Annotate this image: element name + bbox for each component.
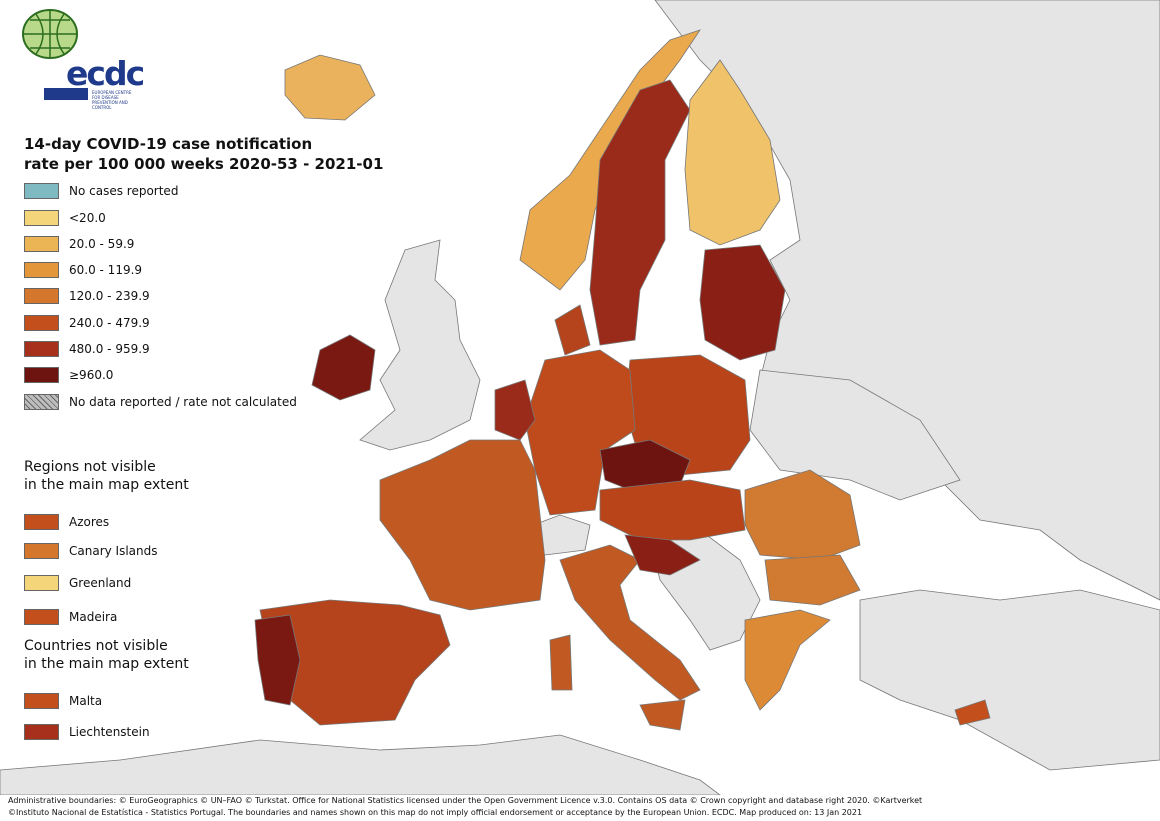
europe-map bbox=[0, 0, 1160, 795]
country-label: Malta bbox=[69, 694, 103, 708]
ecdc-logo: ecdc EUROPEAN CENTRE FOR DISEASE PREVENT… bbox=[20, 6, 145, 110]
austria-hungary-slovakia bbox=[599, 479, 746, 541]
regions-title-line1: Regions not visible bbox=[24, 459, 156, 475]
legend-class-swatch bbox=[24, 183, 59, 199]
ireland bbox=[311, 334, 376, 401]
legend-class-swatch bbox=[24, 394, 59, 410]
region-swatch bbox=[24, 575, 59, 591]
regions-title-line2: in the main map extent bbox=[24, 477, 189, 493]
legend-class-swatch bbox=[24, 341, 59, 357]
legend-class-label: 240.0 - 479.9 bbox=[69, 316, 150, 330]
france bbox=[379, 439, 546, 611]
country-label: Liechtenstein bbox=[69, 725, 150, 739]
legend-class-swatch bbox=[24, 367, 59, 383]
region-label: Madeira bbox=[69, 610, 118, 624]
sicily bbox=[639, 699, 686, 731]
turkey-region bbox=[859, 589, 1160, 771]
footer-credits: Administrative boundaries: © EuroGeograp… bbox=[8, 795, 1158, 819]
cyprus bbox=[954, 699, 991, 726]
legend-class-label: 480.0 - 959.9 bbox=[69, 342, 150, 356]
romania bbox=[744, 469, 861, 561]
greece bbox=[744, 609, 831, 711]
portugal bbox=[254, 614, 301, 706]
legend-class-label: No data reported / rate not calculated bbox=[69, 395, 297, 409]
legend-class-label: No cases reported bbox=[69, 184, 179, 198]
region-swatch bbox=[24, 543, 59, 559]
iceland bbox=[284, 54, 376, 121]
footer-line2: ©Instituto Nacional de Estatística - Sta… bbox=[8, 808, 863, 817]
benelux bbox=[494, 379, 536, 441]
legend-class-swatch bbox=[24, 236, 59, 252]
countries-title-line2: in the main map extent bbox=[24, 656, 189, 672]
north-africa-region bbox=[0, 734, 721, 795]
legend-class-label: ≥960.0 bbox=[69, 368, 114, 382]
germany bbox=[524, 349, 636, 516]
footer-line1: Administrative boundaries: © EuroGeograp… bbox=[8, 796, 923, 805]
legend-class-swatch bbox=[24, 315, 59, 331]
globe-icon bbox=[22, 9, 78, 59]
denmark bbox=[554, 304, 591, 356]
legend-class-swatch bbox=[24, 262, 59, 278]
logo-wordmark: ecdc bbox=[66, 54, 145, 93]
baltics bbox=[699, 244, 786, 361]
slovenia-croatia bbox=[624, 534, 701, 576]
legend-title: 14-day COVID-19 case notification rate p… bbox=[24, 134, 404, 174]
eu-flag-icon bbox=[44, 88, 88, 100]
regions-section-title: Regions not visible in the main map exte… bbox=[24, 458, 264, 494]
legend-title-line1: 14-day COVID-19 case notification bbox=[24, 135, 313, 153]
finland bbox=[684, 59, 781, 246]
region-label: Canary Islands bbox=[69, 544, 158, 558]
logo-subtitle: EUROPEAN CENTRE FOR DISEASE PREVENTION A… bbox=[92, 90, 132, 110]
legend-class-swatch bbox=[24, 288, 59, 304]
legend-class-label: <20.0 bbox=[69, 211, 106, 225]
legend-class-label: 120.0 - 239.9 bbox=[69, 289, 150, 303]
sweden bbox=[589, 79, 691, 346]
countries-title-line1: Countries not visible bbox=[24, 638, 168, 654]
united-kingdom bbox=[359, 239, 481, 451]
region-swatch bbox=[24, 514, 59, 530]
country-swatch bbox=[24, 724, 59, 740]
bulgaria bbox=[764, 554, 861, 606]
country-swatch bbox=[24, 693, 59, 709]
countries-section-title: Countries not visible in the main map ex… bbox=[24, 637, 264, 673]
legend-class-label: 60.0 - 119.9 bbox=[69, 263, 143, 277]
legend-class-swatch bbox=[24, 210, 59, 226]
region-label: Greenland bbox=[69, 576, 132, 590]
region-swatch bbox=[24, 609, 59, 625]
belarus-ukraine bbox=[749, 369, 961, 501]
region-label: Azores bbox=[69, 515, 110, 529]
legend-title-line2: rate per 100 000 weeks 2020-53 - 2021-01 bbox=[24, 155, 384, 173]
legend-class-label: 20.0 - 59.9 bbox=[69, 237, 135, 251]
sardinia bbox=[549, 634, 573, 691]
